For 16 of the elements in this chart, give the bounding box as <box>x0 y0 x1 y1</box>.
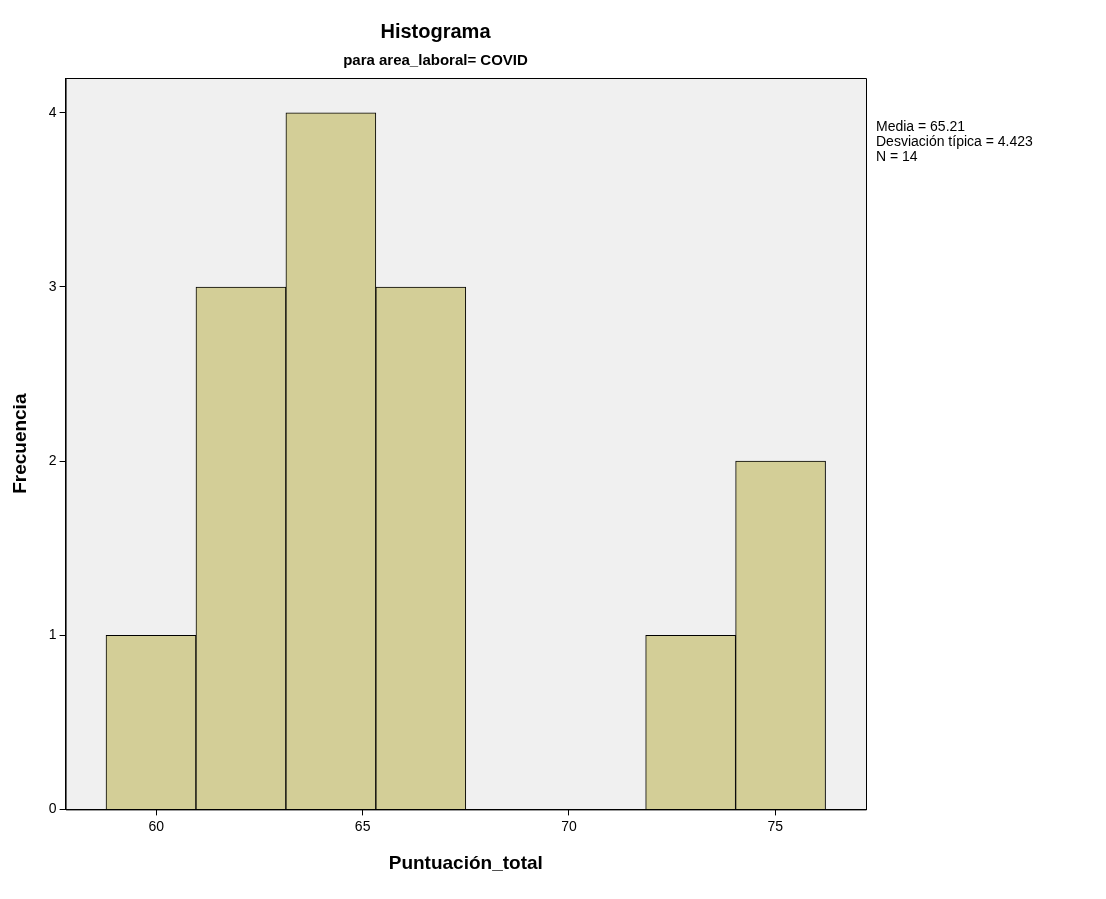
x-tick-label: 65 <box>354 817 371 834</box>
x-tick-label: 75 <box>767 817 784 834</box>
y-axis-title: Frecuencia <box>8 393 30 494</box>
y-tick-label: 0 <box>48 800 57 817</box>
x-tick-label: 60 <box>148 817 165 834</box>
x-tick-label: 70 <box>561 817 577 834</box>
chart-subtitle: para area_laboral= COVID <box>343 51 528 69</box>
chart-title: Histograma <box>380 19 492 42</box>
y-tick-label: 3 <box>48 277 57 294</box>
text: Desviación típica = 4.423 <box>876 132 1034 149</box>
y-tick-label: 1 <box>48 626 57 643</box>
y-tick-label: 2 <box>48 451 57 468</box>
text: Media = 65.21 <box>876 117 966 134</box>
x-axis-title: Puntuación_total <box>388 851 543 873</box>
text: N = 14 <box>876 147 918 164</box>
y-tick-label: 4 <box>48 103 57 120</box>
